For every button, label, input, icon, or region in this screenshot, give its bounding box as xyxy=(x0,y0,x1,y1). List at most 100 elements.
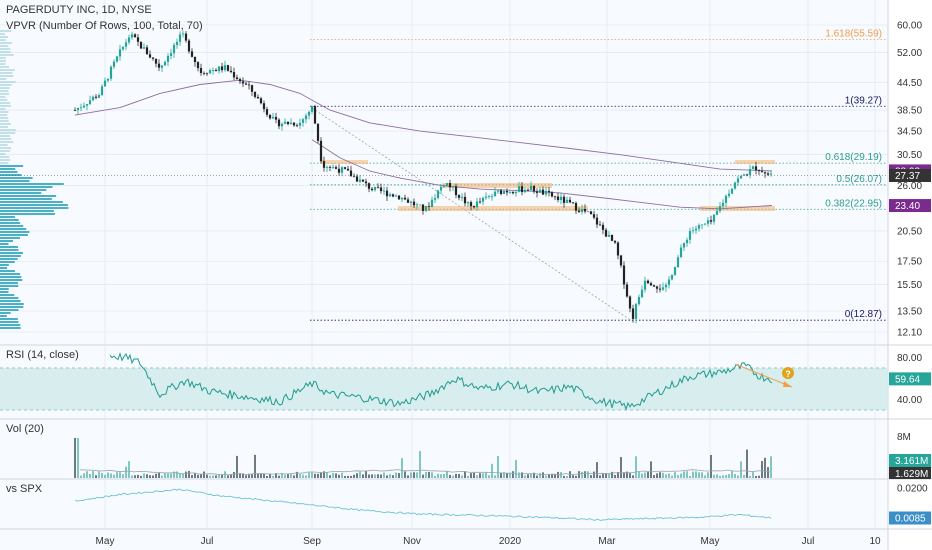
candle-body xyxy=(673,267,677,275)
volume-bar xyxy=(713,474,715,478)
candle-body xyxy=(550,192,554,197)
candle-body xyxy=(355,176,359,182)
volume-bar xyxy=(422,474,424,478)
volume-bars xyxy=(74,438,772,478)
volume-bar xyxy=(407,475,409,478)
volume-bar xyxy=(347,475,349,478)
volume-bar xyxy=(209,475,211,478)
candle-body xyxy=(514,191,518,194)
fib-level-label: 0.5(26.07) xyxy=(836,174,882,185)
candle-body xyxy=(121,46,125,50)
candle-body xyxy=(769,173,773,175)
candle-body xyxy=(643,280,647,290)
candle-body xyxy=(598,224,602,226)
candle-body xyxy=(535,191,539,193)
volume-bar xyxy=(524,475,526,478)
candle-body xyxy=(325,167,329,168)
candle-body xyxy=(385,190,389,197)
volume-bar xyxy=(731,471,733,478)
volume-bar xyxy=(638,471,640,478)
fib-level-label: 0.382(22.95) xyxy=(825,198,882,209)
candle-body xyxy=(487,196,491,197)
volume-bar xyxy=(722,475,724,478)
candle-body xyxy=(508,192,512,193)
volume-bar xyxy=(149,475,151,478)
candle-body xyxy=(445,182,449,186)
price-tick-label: 20.50 xyxy=(897,226,922,237)
volume-bar xyxy=(386,475,388,478)
candle-body xyxy=(190,51,194,57)
candle-body xyxy=(472,206,476,208)
volume-bar xyxy=(599,475,601,478)
volume-bar xyxy=(440,474,442,478)
candle-body xyxy=(553,196,557,198)
candle-body xyxy=(289,122,293,125)
candle-body xyxy=(448,182,452,188)
volume-bar xyxy=(578,471,580,478)
candle-body xyxy=(511,192,515,194)
volume-bar xyxy=(680,473,682,478)
resistance-boxes xyxy=(320,160,775,211)
volume-bar xyxy=(746,449,748,478)
volume-bar xyxy=(686,471,688,478)
candle-body xyxy=(214,70,218,72)
candle-body xyxy=(541,189,545,195)
volume-bar xyxy=(566,475,568,478)
volume-bar xyxy=(242,473,244,478)
volume-bar xyxy=(653,475,655,478)
volume-bar xyxy=(419,451,421,478)
volume-bar xyxy=(437,473,439,478)
candle-body xyxy=(346,168,350,171)
volume-bar xyxy=(128,461,130,478)
volume-pane-label[interactable]: Vol (20) xyxy=(6,423,44,435)
symbol-title[interactable]: PAGERDUTY INC, 1D, NYSE xyxy=(6,4,152,16)
volume-bar xyxy=(203,471,205,478)
candle-body xyxy=(205,73,209,75)
volume-bar xyxy=(116,472,118,478)
candle-body xyxy=(148,54,152,58)
volume-bar xyxy=(125,466,127,478)
volume-bar xyxy=(743,474,745,478)
price-tick-label: 60.00 xyxy=(897,21,922,32)
volume-bar xyxy=(254,454,256,478)
candle-body xyxy=(751,166,755,169)
volume-bar xyxy=(356,473,358,478)
candle-body xyxy=(499,190,503,194)
volume-bar xyxy=(164,472,166,478)
volume-bar xyxy=(737,475,739,478)
volume-bar xyxy=(596,462,598,478)
volume-bar xyxy=(449,474,451,478)
volume-bar xyxy=(311,472,313,478)
price-tick-label: 15.50 xyxy=(897,280,922,291)
candle-body xyxy=(409,201,413,203)
volume-bar xyxy=(539,472,541,478)
candle-body xyxy=(112,61,116,67)
time-tick-label: Nov xyxy=(403,536,421,547)
volume-bar xyxy=(86,471,88,478)
volume-bar xyxy=(299,474,301,478)
candle-body xyxy=(655,286,659,289)
volume-bar xyxy=(491,463,493,478)
volume-bar xyxy=(371,474,373,478)
volume-bar xyxy=(395,472,397,478)
spx-pane-label[interactable]: vs SPX xyxy=(6,483,43,495)
vpvr-indicator-label[interactable]: VPVR (Number Of Rows, 100, Total, 70) xyxy=(6,20,203,32)
rsi-pane-label[interactable]: RSI (14, close) xyxy=(6,349,79,361)
candle-body xyxy=(577,210,581,212)
candle-body xyxy=(142,47,146,49)
candle-body xyxy=(76,107,80,111)
question-badge[interactable] xyxy=(782,367,794,379)
candle-body xyxy=(628,296,632,309)
price-tick-label: 26.00 xyxy=(897,181,922,192)
candle-body xyxy=(418,204,422,206)
volume-bar xyxy=(662,472,664,478)
candle-body xyxy=(313,106,317,124)
volume-bar xyxy=(434,475,436,478)
candle-body xyxy=(517,186,521,192)
fib-level-label: 0.618(29.19) xyxy=(825,152,882,163)
candle-body xyxy=(232,72,236,78)
volume-bar xyxy=(629,472,631,478)
volume-bar xyxy=(143,473,145,478)
candle-body xyxy=(532,185,536,192)
